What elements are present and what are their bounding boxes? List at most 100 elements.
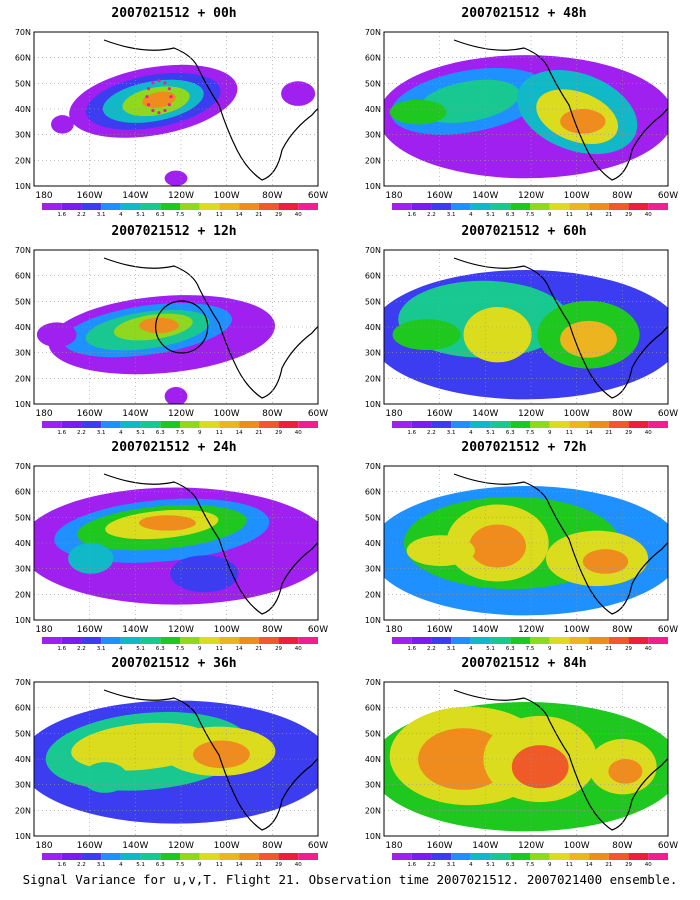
colorbar-label: 7.5 — [526, 862, 535, 868]
colorbar-label: 2.2 — [427, 430, 436, 436]
colorbar-swatch — [120, 421, 141, 428]
colorbar-label: 9 — [548, 646, 552, 652]
lat-label: 50N — [365, 297, 381, 306]
lon-label: 60W — [308, 841, 328, 851]
lon-label: 100W — [564, 625, 590, 635]
colorbar-swatch — [608, 637, 629, 644]
lon-label: 80W — [262, 625, 282, 635]
colorbar-label: 21 — [255, 212, 262, 218]
colorbar-label: 7.5 — [526, 430, 535, 436]
colorbar-label: 7.5 — [526, 646, 535, 652]
lat-label: 60N — [365, 488, 381, 497]
lon-label: 140W — [472, 841, 498, 851]
colorbar-label: 1.6 — [57, 862, 66, 868]
colorbar-swatch — [628, 853, 649, 860]
colorbar-label: 9 — [548, 212, 552, 218]
colorbar-label: 11 — [566, 212, 573, 218]
map-figure: 70N 60N 50N 40N 30N 20N 10N 180 160W 140W 120W 100W… — [15, 462, 328, 652]
colorbar-label: 1.6 — [57, 430, 66, 436]
map-frame — [33, 249, 319, 405]
variance-contour — [582, 549, 629, 574]
colorbar-swatch — [451, 203, 471, 210]
colorbar-label: 21 — [605, 862, 612, 868]
colorbar-label: 29 — [625, 862, 632, 868]
lat-label: 40N — [365, 539, 381, 548]
colorbar-label: 29 — [275, 212, 282, 218]
lon-label: 60W — [308, 191, 328, 201]
map-figure: 70N 60N 50N 40N 30N 20N 10N 180 160W 140W 120W 100W… — [15, 246, 328, 436]
variance-contour — [51, 115, 74, 134]
map-frame — [33, 31, 319, 187]
colorbar-swatch — [648, 203, 668, 210]
lon-label: 100W — [564, 409, 590, 419]
colorbar-swatch — [120, 637, 141, 644]
lat-label: 30N — [365, 349, 381, 358]
lat-label: 10N — [15, 832, 31, 841]
colorbar-swatch — [569, 853, 590, 860]
colorbar-swatch — [490, 421, 511, 428]
colorbar-swatch — [490, 853, 511, 860]
lon-label: 100W — [214, 841, 240, 851]
colorbar-label: 21 — [255, 430, 262, 436]
colorbar-label: 5.1 — [136, 212, 145, 218]
colorbar-label: 9 — [198, 862, 202, 868]
map-panel-p36: 70N 60N 50N 40N 30N 20N 10N 180 160W 140W 120W 100W… — [2, 650, 342, 868]
variance-contour — [36, 322, 77, 348]
lon-label: 100W — [564, 191, 590, 201]
colorbar-swatch — [160, 637, 180, 644]
lon-label: 60W — [308, 409, 328, 419]
map-figure: 70N 60N 50N 40N 30N 20N 10N 180 160W 140W 120W 100W… — [365, 28, 678, 218]
colorbar-swatch — [81, 421, 102, 428]
observation-dot — [157, 111, 161, 115]
colorbar-label: 3.1 — [97, 212, 106, 218]
colorbar-label: 3.1 — [97, 862, 106, 868]
colorbar-label: 2.2 — [77, 646, 86, 652]
lat-label: 50N — [15, 729, 31, 738]
colorbar-label: 1.6 — [407, 430, 416, 436]
colorbar-swatch — [180, 637, 200, 644]
colorbar-swatch — [510, 853, 530, 860]
colorbar-swatch — [140, 637, 161, 644]
lat-label: 20N — [365, 374, 381, 383]
lat-label: 20N — [15, 590, 31, 599]
colorbar-swatch — [451, 853, 471, 860]
lon-label: 180 — [35, 409, 52, 419]
colorbar-swatch — [140, 853, 161, 860]
colorbar-label: 6.3 — [156, 430, 165, 436]
map-frame — [383, 465, 669, 621]
colorbar-swatch — [530, 203, 550, 210]
observation-dot — [145, 95, 149, 99]
colorbar-swatch — [392, 203, 412, 210]
lat-label: 40N — [15, 539, 31, 548]
lon-label: 80W — [612, 191, 632, 201]
map-frame — [33, 681, 319, 837]
colorbar-swatch — [589, 637, 609, 644]
lat-label: 50N — [365, 79, 381, 88]
colorbar-swatch — [431, 637, 452, 644]
lat-label: 70N — [15, 462, 31, 471]
lat-label: 40N — [365, 105, 381, 114]
map-panel-p48: 70N 60N 50N 40N 30N 20N 10N 180 160W 140W 120W 100W… — [352, 0, 692, 218]
colorbar-label: 14 — [236, 646, 243, 652]
colorbar-label: 11 — [216, 430, 223, 436]
lat-label: 20N — [365, 156, 381, 165]
lat-label: 50N — [15, 297, 31, 306]
lat-label: 60N — [365, 704, 381, 713]
lat-label: 10N — [15, 616, 31, 625]
colorbar-swatch — [120, 853, 141, 860]
colorbar-label: 4 — [469, 430, 473, 436]
colorbar-swatch — [569, 421, 590, 428]
colorbar-label: 1.6 — [407, 646, 416, 652]
colorbar-label: 14 — [586, 430, 593, 436]
map-panel-p24: 70N 60N 50N 40N 30N 20N 10N 180 160W 140W 120W 100W… — [2, 434, 342, 652]
lon-label: 100W — [214, 625, 240, 635]
coastline — [453, 39, 668, 181]
map-panel-p12: 70N 60N 50N 40N 30N 20N 10N 180 160W 140W 120W 100W… — [2, 218, 342, 436]
lat-label: 10N — [365, 400, 381, 409]
lon-label: 120W — [518, 191, 544, 201]
observation-dot — [151, 81, 155, 85]
variance-field — [34, 250, 318, 404]
coastline — [453, 689, 668, 831]
lat-label: 70N — [15, 678, 31, 687]
colorbar-swatch — [392, 637, 412, 644]
